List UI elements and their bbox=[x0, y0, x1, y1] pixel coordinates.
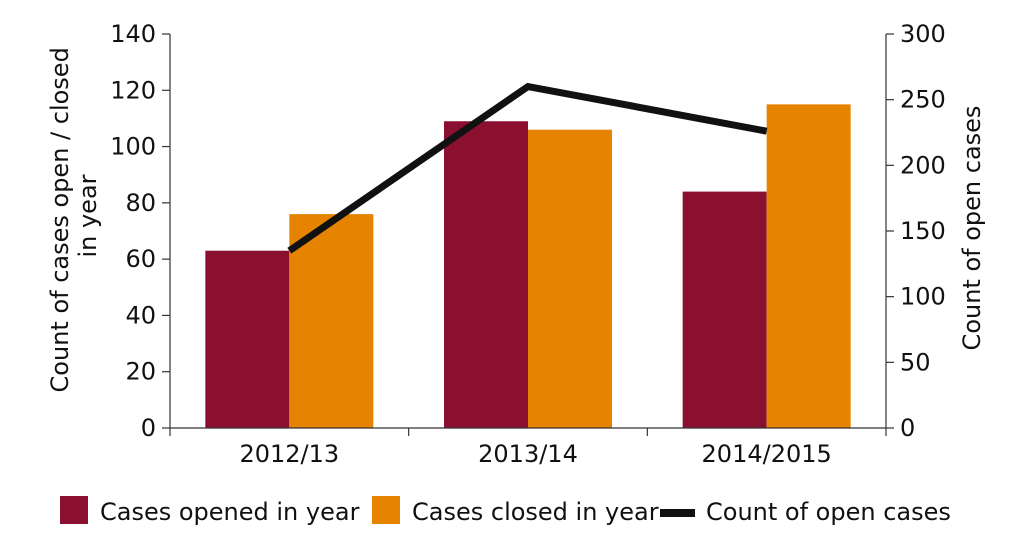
y-left-tick-label-0: 0 bbox=[141, 414, 156, 442]
y-left-tick-label-1: 20 bbox=[125, 358, 156, 386]
y-right-tick-label-6: 300 bbox=[900, 20, 946, 48]
y-left-axis-title-line-1: Count of cases open / closed bbox=[46, 47, 74, 392]
y-left-tick-label-7: 140 bbox=[110, 20, 156, 48]
y-left-tick-label-2: 40 bbox=[125, 301, 156, 329]
bar-opened-0 bbox=[205, 250, 290, 428]
bar-opened-1 bbox=[444, 121, 528, 428]
y-right-tick-label-4: 200 bbox=[900, 151, 946, 179]
legend-swatch-opened bbox=[60, 496, 88, 524]
legend-swatch-closed bbox=[372, 496, 400, 524]
y-left-axis-title-line-2: in year bbox=[74, 174, 102, 257]
legend-label-open-count: Count of open cases bbox=[706, 498, 951, 526]
legend-label-opened: Cases opened in year bbox=[100, 498, 360, 526]
y-left-tick-label-6: 120 bbox=[110, 76, 156, 104]
y-right-axis-title: Count of open cases bbox=[958, 106, 986, 351]
y-left-tick-label-5: 100 bbox=[110, 133, 156, 161]
y-right-tick-label-5: 250 bbox=[900, 86, 946, 114]
bar-closed-2 bbox=[766, 104, 851, 428]
y-right-tick-label-2: 100 bbox=[900, 283, 946, 311]
legend: Cases opened in year Cases closed in yea… bbox=[60, 496, 951, 526]
y-right-tick-label-1: 50 bbox=[900, 348, 931, 376]
x-tick-label-0: 2012/13 bbox=[239, 440, 339, 468]
x-tick-label-2: 2014/2015 bbox=[702, 440, 832, 468]
y-left-axis-title: Count of cases open / closed in year bbox=[46, 40, 102, 393]
x-tick-label-1: 2013/14 bbox=[478, 440, 578, 468]
bar-closed-1 bbox=[528, 129, 612, 428]
y-right-tick-label-0: 0 bbox=[900, 414, 915, 442]
y-left-tick-label-3: 60 bbox=[125, 245, 156, 273]
y-right-tick-label-3: 150 bbox=[900, 217, 946, 245]
bar-opened-2 bbox=[682, 191, 767, 428]
legend-label-closed: Cases closed in year bbox=[412, 498, 659, 526]
bar-closed-0 bbox=[289, 214, 374, 428]
plot-area: 2012/13 2013/14 2014/2015 0 20 40 60 80 100 120 14… bbox=[110, 20, 946, 468]
y-left-tick-label-4: 80 bbox=[125, 189, 156, 217]
